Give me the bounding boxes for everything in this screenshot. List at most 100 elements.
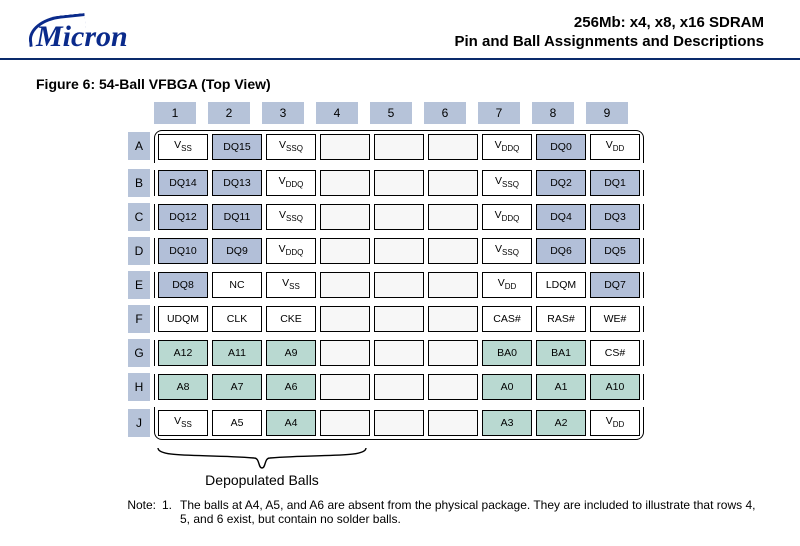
row-cells: DQ8NCVSSVDDLDQMDQ7 [154,272,644,298]
ball-label: A4 [285,417,298,429]
ball-label: DQ0 [550,141,572,153]
column-header: 2 [208,102,250,124]
column-header: 1 [154,102,196,124]
ball-cell: VDD [590,410,640,436]
grid-row: GA12A11A9BA0BA1CS# [128,339,800,367]
ball-cell: A1 [536,374,586,400]
ball-cell: RAS# [536,306,586,332]
ball-label: A2 [555,417,568,429]
ball-label: VDD [498,277,517,291]
ball-label: VSSQ [495,243,519,257]
ball-cell [428,134,478,160]
ball-label: VDD [606,139,625,153]
ball-cell [374,306,424,332]
ball-cell [428,340,478,366]
grid-row: HA8A7A6A0A1A10 [128,373,800,401]
figure-title: Figure 6: 54-Ball VFBGA (Top View) [36,76,800,92]
ball-cell: DQ4 [536,204,586,230]
ball-cell [320,134,370,160]
ball-cell [320,410,370,436]
ball-label: WE# [604,313,627,325]
row-header: E [128,271,150,299]
ball-label: DQ7 [604,279,626,291]
ball-cell: UDQM [158,306,208,332]
bga-grid: 123456789 AVSSDQ15VSSQVDDQDQ0VDDBDQ14DQ1… [128,102,800,440]
ball-cell: VSS [158,134,208,160]
row-header: A [128,132,150,160]
ball-cell: VDD [590,134,640,160]
ball-cell: A8 [158,374,208,400]
ball-label: CAS# [493,313,520,325]
column-header: 5 [370,102,412,124]
ball-label: VSSQ [495,175,519,189]
row-cells: VSSA5A4A3A2VDD [154,407,644,440]
ball-label: NC [229,279,244,291]
ball-cell: VSSQ [266,204,316,230]
column-header: 9 [586,102,628,124]
ball-label: A8 [177,381,190,393]
ball-cell: A7 [212,374,262,400]
row-cells: VSSDQ15VSSQVDDQDQ0VDD [154,130,644,163]
ball-cell [320,170,370,196]
ball-label: DQ8 [172,279,194,291]
grid-row: CDQ12DQ11VSSQVDDQDQ4DQ3 [128,203,800,231]
grid-row: EDQ8NCVSSVDDLDQMDQ7 [128,271,800,299]
ball-label: A11 [228,347,246,359]
ball-label: DQ15 [223,141,250,153]
ball-cell [428,410,478,436]
doc-title-line2: Pin and Ball Assignments and Description… [454,33,764,52]
ball-cell [374,170,424,196]
row-header: G [128,339,150,367]
ball-label: UDQM [167,313,199,325]
ball-cell: DQ10 [158,238,208,264]
grid-row: AVSSDQ15VSSQVDDQDQ0VDD [128,130,800,163]
ball-cell [320,272,370,298]
logo-swoosh [27,13,88,47]
ball-label: CLK [227,313,247,325]
ball-cell: DQ12 [158,204,208,230]
ball-cell: DQ6 [536,238,586,264]
row-cells: DQ10 DQ9 VDDQ VSSQ DQ6 DQ5 [154,238,644,264]
ball-cell: DQ15 [212,134,262,160]
ball-cell [428,170,478,196]
row-cells: UDQMCLKCKECAS#RAS#WE# [154,306,644,332]
ball-cell: VSSQ [482,238,532,264]
ball-cell: DQ9 [212,238,262,264]
column-header: 3 [262,102,304,124]
ball-label: CS# [605,347,625,359]
ball-cell [374,272,424,298]
ball-cell: DQ14 [158,170,208,196]
ball-cell: BA0 [482,340,532,366]
ball-cell [374,340,424,366]
ball-cell: DQ0 [536,134,586,160]
ball-label: VDDQ [279,243,304,257]
ball-cell: DQ5 [590,238,640,264]
ball-label: A1 [555,381,568,393]
grid-rows: AVSSDQ15VSSQVDDQDQ0VDDBDQ14DQ13VDDQVSSQD… [128,130,800,440]
ball-cell [374,238,424,264]
ball-label: A3 [501,417,514,429]
ball-label: VSSQ [279,209,303,223]
ball-cell: A9 [266,340,316,366]
row-cells: A12A11A9BA0BA1CS# [154,340,644,366]
ball-label: DQ13 [223,177,250,189]
ball-label: RAS# [547,313,574,325]
ball-label: VSS [282,277,300,291]
ball-cell: A12 [158,340,208,366]
ball-label: A0 [501,381,514,393]
column-header: 8 [532,102,574,124]
row-header: D [128,237,150,265]
brand-logo: Micron [36,22,128,52]
ball-label: DQ10 [169,245,196,257]
ball-label: BA0 [497,347,517,359]
row-header: H [128,373,150,401]
row-cells: DQ12DQ11VSSQVDDQDQ4DQ3 [154,204,644,230]
row-header: J [128,409,150,437]
ball-cell [428,272,478,298]
ball-cell [428,238,478,264]
ball-label: DQ6 [550,245,572,257]
grid-row: JVSSA5A4A3A2VDD [128,407,800,440]
note-label: Note: [120,498,162,526]
ball-cell: DQ1 [590,170,640,196]
ball-label: VDDQ [279,175,304,189]
